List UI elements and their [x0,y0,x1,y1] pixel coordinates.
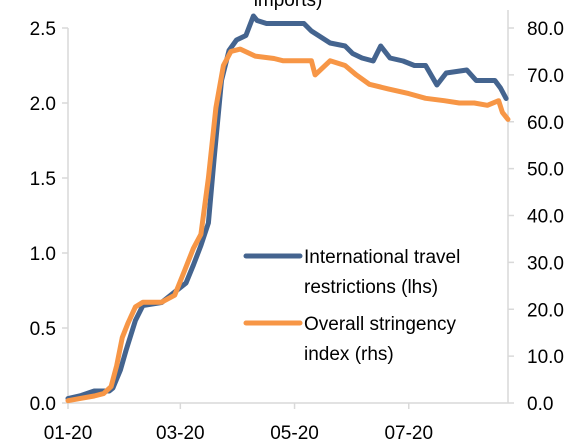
right-tick-label: 30.0 [527,253,564,274]
series-layer [65,13,511,404]
x-tick-label: 03-20 [156,423,205,443]
legend-label: index (rhs) [304,344,394,365]
x-tick-label: 07-20 [384,423,433,443]
left-tick-label: 0.5 [30,319,56,340]
legend-label: International travel [304,247,460,268]
right-tick-label: 50.0 [527,160,564,181]
right-tick-label: 60.0 [527,113,564,134]
x-tick-label: 05-20 [270,423,319,443]
right-y-axis: 0.0 10.0 20.0 30.0 40.0 50.0 60.0 70.0 80.0 [507,10,564,415]
x-axis: 01-20 03-20 05-20 07-20 [44,402,508,443]
series-line-stringency-index [65,46,511,404]
left-tick-label: 2.5 [30,19,56,40]
right-tick-label: 10.0 [527,347,564,368]
left-tick-label: 2.0 [30,94,56,115]
left-tick-label: 0.0 [30,394,56,415]
left-tick-label: 1.5 [30,169,56,190]
left-y-axis: 0.0 0.5 1.0 1.5 2.0 2.5 [30,19,69,415]
right-tick-label: 80.0 [527,19,564,40]
left-tick-label: 1.0 [30,244,56,265]
chart-title: imports) [254,0,323,11]
legend-label: Overall stringency [304,314,457,335]
right-tick-label: 40.0 [527,207,564,228]
legend-label: restrictions (lhs) [304,277,438,298]
legend: International travel restrictions (lhs) Ov… [243,247,460,365]
right-tick-label: 0.0 [527,394,553,415]
right-tick-label: 20.0 [527,300,564,321]
series-line-travel-restrictions [65,13,509,401]
x-tick-label: 01-20 [44,423,93,443]
right-tick-label: 70.0 [527,66,564,87]
